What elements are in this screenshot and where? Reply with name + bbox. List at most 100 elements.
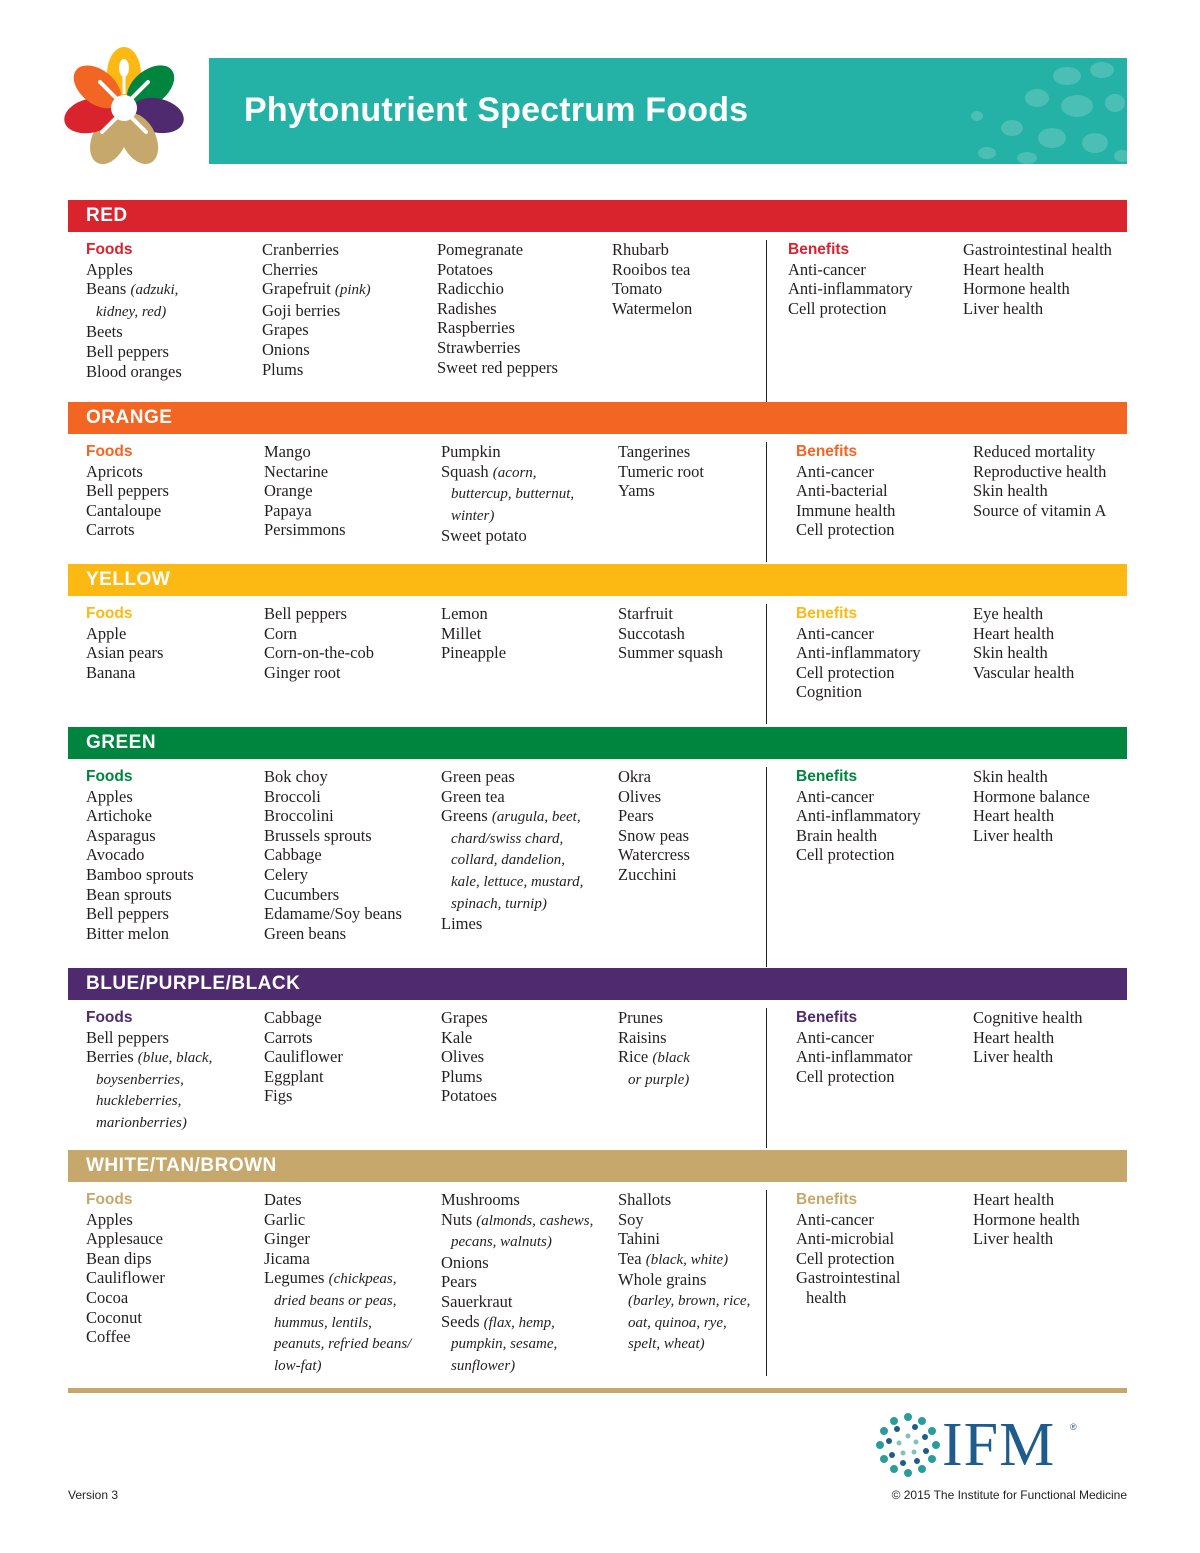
- column-divider: [766, 1008, 767, 1148]
- list-item: Green tea: [441, 786, 505, 806]
- list-item: Liver health: [963, 298, 1044, 318]
- list-item: Skin health: [973, 481, 1048, 501]
- foods-column: Bell peppers Corn Corn-on-the-cob Ginger ro…: [264, 604, 374, 682]
- foods-column: Foods Apples Applesauce Bean dips Cauliflowe…: [86, 1190, 165, 1347]
- list-item: Heart health: [973, 1190, 1055, 1209]
- benefits-column: Benefits Anti-cancer Anti-inflammatory Cell…: [796, 604, 921, 702]
- list-item: Bamboo sprouts: [86, 864, 194, 884]
- list-item: Pears: [441, 1272, 477, 1292]
- list-item: Immune health: [796, 500, 896, 520]
- ifm-logo-icon: [876, 1413, 940, 1477]
- list-item: Anti-bacterial: [796, 481, 888, 501]
- copyright-text: © 2015 The Institute for Functional Medi…: [891, 1488, 1127, 1502]
- column-divider: [766, 1190, 767, 1376]
- list-item: Carrots: [264, 1027, 313, 1047]
- list-item: Plums: [262, 359, 304, 379]
- list-item: Beans (adzuki, kidney, red): [86, 279, 179, 320]
- list-item: Apples: [86, 1209, 133, 1229]
- list-item: Applesauce: [86, 1229, 163, 1249]
- list-item: Sweet potato: [441, 526, 527, 546]
- list-item: Bitter melon: [86, 923, 169, 943]
- decorative-dots-icon: [971, 62, 1127, 164]
- list-item: Reduced mortality: [973, 442, 1096, 461]
- list-item: Nuts (almonds, cashews, pecans, walnuts): [441, 1209, 594, 1251]
- foods-column: Shallots Soy Tahini Tea (black, white) Whole…: [618, 1190, 750, 1355]
- list-item: Anti-cancer: [796, 461, 874, 481]
- list-item: Mushrooms: [441, 1190, 520, 1209]
- foods-column: Starfruit Succotash Summer squash: [618, 604, 723, 663]
- list-item: Artichoke: [86, 806, 152, 826]
- foods-column: Mushrooms Nuts (almonds, cashews, pecans, …: [441, 1190, 593, 1376]
- list-item: Anti-cancer: [788, 259, 866, 279]
- list-item: Succotash: [618, 623, 685, 643]
- list-item: Lemon: [441, 604, 488, 623]
- list-item: Eggplant: [264, 1066, 324, 1086]
- section-white-tan-brown: WHITE/TAN/BROWN Foods Apples Applesauce Bean…: [68, 1150, 1127, 1410]
- column-divider: [766, 442, 767, 562]
- list-item: Coconut: [86, 1307, 142, 1327]
- list-item: Soy: [618, 1209, 644, 1229]
- benefits-heading: Benefits: [788, 241, 850, 258]
- list-item: Heart health: [973, 623, 1055, 643]
- list-item: Goji berries: [262, 300, 341, 320]
- list-item: Hormone health: [973, 1209, 1080, 1229]
- list-item: Eye health: [973, 604, 1044, 623]
- list-item: Vascular health: [973, 662, 1075, 682]
- list-item: Ginger root: [264, 662, 341, 682]
- section-orange: ORANGE Foods Apricots Bell peppers Cantaloup…: [68, 402, 1127, 586]
- foods-column: Foods Apple Asian pears Banana: [86, 604, 163, 682]
- list-item: Anti-cancer: [796, 1209, 874, 1229]
- foods-column: Dates Garlic Ginger Jicama Legumes (chickpea…: [264, 1190, 411, 1376]
- column-divider: [766, 604, 767, 724]
- list-item: Grapefruit (pink): [262, 279, 371, 299]
- list-item: Pineapple: [441, 643, 507, 663]
- list-item: Beets: [86, 322, 123, 342]
- list-item: Mango: [264, 442, 311, 461]
- benefits-column: Benefits Anti-cancer Anti-microbial Cell pr…: [796, 1190, 900, 1308]
- list-item: Anti-inflammatory: [796, 643, 921, 663]
- list-item: Heart health: [973, 806, 1055, 826]
- list-item: Cantaloupe: [86, 500, 162, 520]
- benefits-column: Benefits Anti-cancer Anti-bacterial Immune …: [796, 442, 895, 540]
- foods-column: Foods Bell peppers Berries (blue, black, bo…: [86, 1008, 212, 1134]
- benefits-column: Gastrointestinal health Heart health Hormo…: [963, 240, 1112, 318]
- list-item: Onions: [262, 339, 310, 359]
- foods-heading: Foods: [86, 768, 133, 785]
- foods-column: Bok choy Broccoli Broccolini Brussels sprou…: [264, 767, 402, 943]
- list-item: Cabbage: [264, 845, 322, 865]
- list-item: Hormone balance: [973, 786, 1090, 806]
- logo-flower-icon: [64, 47, 184, 165]
- list-item: Liver health: [973, 1229, 1054, 1249]
- benefits-column: Heart health Hormone health Liver health: [973, 1190, 1080, 1249]
- list-item: Raisins: [618, 1027, 667, 1047]
- list-item: Shallots: [618, 1190, 672, 1209]
- list-item: Okra: [618, 767, 651, 786]
- list-item: Anti-cancer: [796, 623, 874, 643]
- list-item: Persimmons: [264, 520, 346, 540]
- list-item: Hormone health: [963, 279, 1070, 299]
- list-item: Anti-inflammator: [796, 1047, 913, 1067]
- section-header: GREEN: [68, 727, 1127, 759]
- list-item: Blood oranges: [86, 361, 182, 381]
- list-item: Brain health: [796, 825, 878, 845]
- list-item: Pears: [618, 806, 654, 826]
- list-item: Source of vitamin A: [973, 500, 1107, 520]
- list-item: Cell protection: [788, 298, 887, 318]
- list-item: Anti-inflammatory: [788, 279, 913, 299]
- section-yellow: YELLOW Foods Apple Asian pears Banana Bell pe…: [68, 564, 1127, 748]
- list-item: Tomato: [612, 279, 663, 299]
- section-header: YELLOW: [68, 564, 1127, 596]
- ifm-logo-text: IFM: [942, 1411, 1056, 1479]
- list-item: Grapes: [441, 1008, 488, 1027]
- list-item: Sweet red peppers: [437, 357, 558, 377]
- benefits-column: Cognitive health Heart health Liver health: [973, 1008, 1083, 1067]
- list-item: Potatoes: [441, 1086, 497, 1106]
- list-item: Skin health: [973, 643, 1048, 663]
- list-item: Heart health: [963, 259, 1045, 279]
- foods-column: Cabbage Carrots Cauliflower Eggplant Figs: [264, 1008, 343, 1106]
- section-body: Foods Apple Asian pears Banana Bell peppers C…: [68, 596, 1127, 748]
- list-item: Coffee: [86, 1327, 131, 1347]
- foods-column: Pumpkin Squash (acorn, buttercup, butternu…: [441, 442, 574, 546]
- foods-column: Tangerines Tumeric root Yams: [618, 442, 704, 501]
- foods-column: Pomegranate Potatoes Radicchio Radishes Rasp…: [437, 240, 558, 377]
